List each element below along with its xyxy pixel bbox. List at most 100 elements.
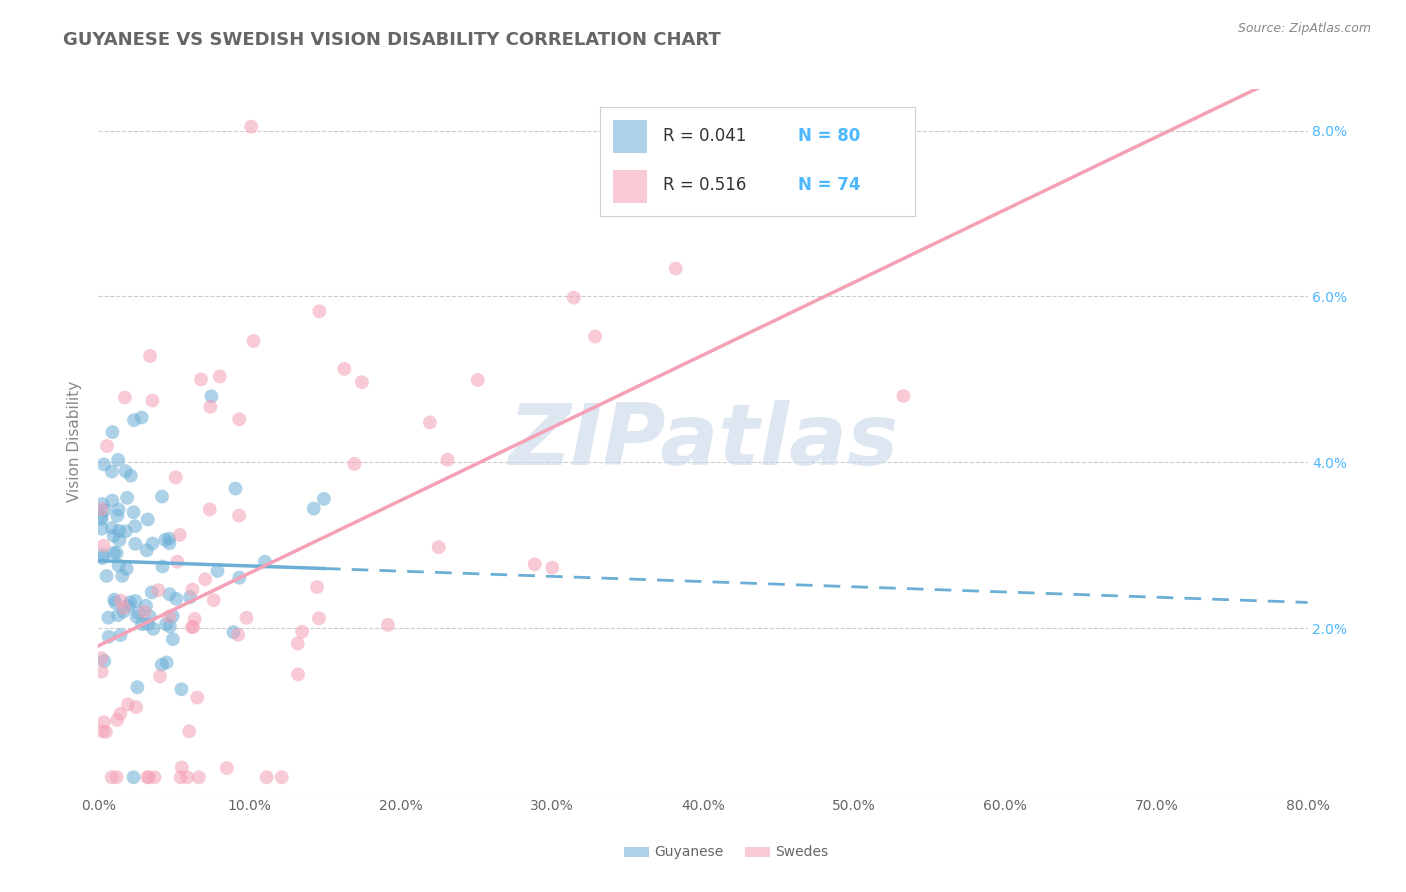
Point: [186, 690, 208, 705]
Point: [91, 497, 114, 511]
Point: [101, 521, 124, 535]
Text: Source: ZipAtlas.com: Source: ZipAtlas.com: [1237, 22, 1371, 36]
Point: [302, 501, 325, 516]
Point: [159, 619, 181, 633]
Point: [139, 349, 162, 363]
Point: [112, 605, 135, 619]
Point: [893, 389, 915, 403]
Point: [136, 617, 159, 632]
Text: Guyanese: Guyanese: [655, 845, 724, 859]
Point: [125, 700, 148, 714]
Point: [120, 468, 142, 483]
Point: [176, 770, 198, 784]
Point: [165, 591, 187, 606]
Point: [665, 261, 688, 276]
Point: [308, 304, 330, 318]
Point: [181, 582, 204, 597]
Point: [94, 724, 117, 739]
Point: [117, 599, 139, 613]
Point: [94, 503, 117, 517]
Point: [122, 505, 145, 519]
Point: [427, 540, 450, 554]
Point: [122, 770, 145, 784]
Point: [436, 452, 458, 467]
Point: [100, 770, 122, 784]
Point: [181, 620, 204, 634]
Point: [148, 583, 170, 598]
Point: [343, 457, 366, 471]
Point: [170, 682, 193, 697]
Point: [141, 536, 163, 550]
Point: [165, 470, 187, 484]
Point: [136, 770, 159, 784]
Point: [312, 491, 335, 506]
Point: [287, 636, 309, 650]
Point: [115, 491, 138, 505]
Point: [124, 594, 146, 608]
Point: [114, 524, 136, 539]
Point: [170, 760, 193, 774]
Point: [115, 562, 138, 576]
Point: [562, 291, 585, 305]
Point: [183, 612, 205, 626]
Point: [134, 605, 156, 619]
Point: [377, 618, 399, 632]
Point: [162, 632, 184, 647]
Point: [131, 617, 153, 632]
Point: [256, 770, 278, 784]
Point: [90, 665, 112, 679]
Point: [117, 698, 139, 712]
Point: [135, 543, 157, 558]
Point: [138, 770, 160, 784]
Point: [90, 522, 112, 536]
Point: [226, 628, 249, 642]
Point: [91, 548, 114, 562]
Point: [101, 493, 124, 508]
Point: [93, 458, 115, 472]
Point: [208, 369, 231, 384]
Bar: [745, 847, 769, 857]
Point: [108, 533, 131, 548]
Point: [105, 508, 128, 523]
Point: [101, 465, 124, 479]
Point: [198, 502, 221, 516]
Point: [110, 628, 132, 642]
Point: [127, 606, 149, 620]
Point: [308, 611, 330, 625]
Point: [150, 657, 173, 672]
Point: [90, 509, 112, 524]
Point: [97, 630, 120, 644]
Point: [194, 572, 217, 586]
Point: [110, 593, 132, 607]
Text: GUYANESE VS SWEDISH VISION DISABILITY CORRELATION CHART: GUYANESE VS SWEDISH VISION DISABILITY CO…: [63, 31, 721, 49]
Point: [124, 519, 146, 533]
Point: [111, 569, 134, 583]
Point: [583, 329, 606, 343]
Point: [139, 609, 162, 624]
Point: [149, 669, 172, 683]
Point: [91, 724, 114, 739]
Point: [108, 524, 131, 538]
Point: [333, 362, 356, 376]
Point: [131, 410, 153, 425]
Point: [105, 546, 128, 560]
Point: [242, 334, 264, 348]
Point: [523, 558, 546, 572]
Point: [96, 569, 118, 583]
Point: [228, 412, 250, 426]
Point: [105, 713, 128, 727]
Point: [103, 529, 125, 543]
Point: [200, 400, 222, 414]
Point: [150, 490, 173, 504]
Point: [228, 508, 250, 523]
Point: [190, 372, 212, 386]
Point: [110, 706, 132, 721]
Point: [187, 770, 209, 784]
Point: [125, 610, 148, 624]
Point: [152, 559, 174, 574]
Point: [114, 464, 136, 478]
Point: [235, 611, 257, 625]
Point: [179, 591, 201, 605]
Point: [143, 770, 166, 784]
Point: [124, 537, 146, 551]
